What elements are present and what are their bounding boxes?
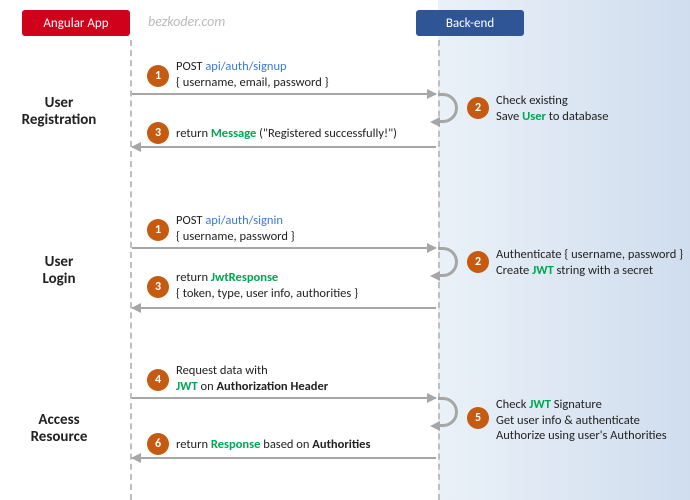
step-2-badge: 2 <box>467 97 489 119</box>
sequence-diagram: Angular App Back-end bezkoder.com UserRe… <box>0 0 690 500</box>
msg-access-backend: Check JWT Signature Get user info & auth… <box>496 397 667 444</box>
angular-header: Angular App <box>22 10 130 36</box>
arrow-access-response <box>132 457 436 459</box>
step-6-badge: 6 <box>147 433 169 455</box>
msg-reg-request: POST api/auth/signup { username, email, … <box>176 59 329 90</box>
step-3-badge: 3 <box>147 122 169 144</box>
msg-login-request: POST api/auth/signin { username, passwor… <box>176 213 295 244</box>
msg-login-backend: Authenticate { username, password } Crea… <box>496 247 683 278</box>
msg-access-request: Request data with JWT on Authorization H… <box>176 363 328 394</box>
msg-access-response: return Response based on Authorities <box>176 437 370 453</box>
step-1-badge: 1 <box>147 65 169 87</box>
section-login: UserLogin <box>0 254 118 289</box>
watermark: bezkoder.com <box>148 13 225 30</box>
arrow-login-response <box>132 307 436 309</box>
arrow-login-request <box>132 247 436 249</box>
login-step-3-badge: 3 <box>147 276 169 298</box>
msg-reg-response: return Message ("Registered successfully… <box>176 126 397 142</box>
section-registration: UserRegistration <box>0 95 118 130</box>
step-4-badge: 4 <box>147 369 169 391</box>
backend-header: Back-end <box>416 10 524 36</box>
arrow-reg-request <box>132 93 436 95</box>
login-step-2-badge: 2 <box>467 251 489 273</box>
arrow-reg-response <box>132 146 436 148</box>
angular-lifeline <box>130 40 132 500</box>
login-step-1-badge: 1 <box>147 219 169 241</box>
step-5-badge: 5 <box>467 407 489 429</box>
section-access: AccessResource <box>0 412 118 447</box>
msg-login-response: return JwtResponse { token, type, user i… <box>176 270 358 301</box>
arrow-access-request <box>132 397 436 399</box>
msg-reg-backend: Check existing Save User to database <box>496 93 608 124</box>
